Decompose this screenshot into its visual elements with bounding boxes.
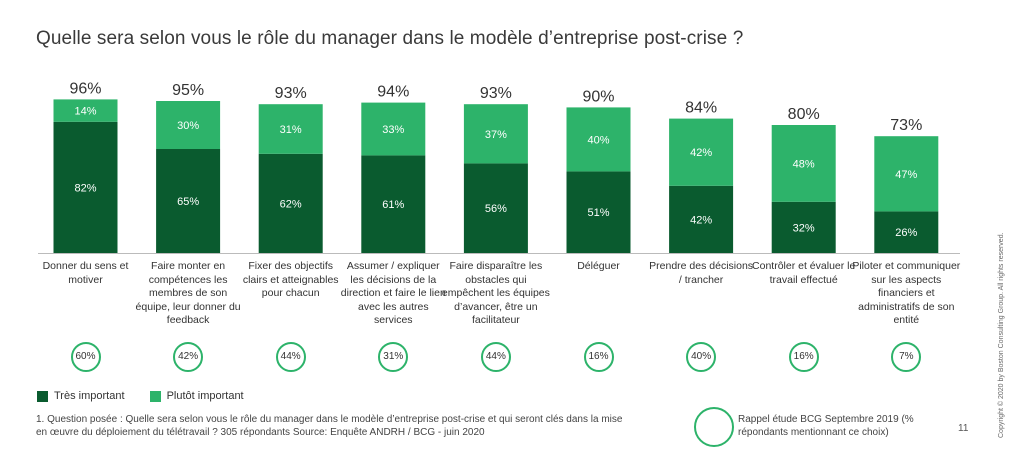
category-label: Assumer / expliquer les décisions de la … xyxy=(340,260,446,326)
legend-label-plutot: Plutôt important xyxy=(166,390,244,402)
data-label-tres: 26% xyxy=(895,227,917,239)
bar-plutot-important xyxy=(156,101,221,149)
chart-title: Quelle sera selon vous le rôle du manage… xyxy=(36,28,744,49)
bar-plutot-important xyxy=(669,118,734,186)
total-label: 95% xyxy=(172,82,204,99)
bar-plutot-important xyxy=(53,99,118,122)
recall-value-circle: 44% xyxy=(480,342,511,372)
data-label-plutot: 47% xyxy=(895,169,917,181)
total-label: 90% xyxy=(582,88,614,105)
category-label: Piloter et communiquer sur les aspects f… xyxy=(852,260,961,326)
legend-item-plutot: Plutôt important xyxy=(149,390,244,402)
data-label-plutot: 48% xyxy=(793,158,815,170)
data-label-plutot: 14% xyxy=(74,106,96,118)
legend-swatch-tres xyxy=(37,390,48,402)
bar-plutot-important xyxy=(566,107,631,172)
data-label-tres: 42% xyxy=(690,214,712,226)
bar-plutot-important xyxy=(463,104,528,164)
bar-tres-important xyxy=(874,211,939,253)
bar-plutot-important xyxy=(258,104,323,154)
footnote: 1. Question posée : Quelle sera selon vo… xyxy=(36,414,623,438)
data-label-tres: 82% xyxy=(74,182,96,194)
bar-tres-important xyxy=(566,171,631,253)
recall-legend-text: Rappel étude BCG Septembre 2019 (% répon… xyxy=(738,414,914,438)
data-label-plutot: 42% xyxy=(690,147,712,159)
data-label-plutot: 31% xyxy=(280,124,302,136)
total-label: 80% xyxy=(788,106,820,123)
category-label: Faire monter en compétences les membres … xyxy=(135,260,241,326)
category-label: Donner du sens et motiver xyxy=(42,260,129,286)
total-label: 94% xyxy=(377,84,409,101)
recall-value-circle: 7% xyxy=(891,342,922,372)
recall-value-circle: 31% xyxy=(378,342,409,372)
data-label-plutot: 37% xyxy=(485,129,507,141)
bar-tres-important xyxy=(771,201,836,253)
bar-tres-important xyxy=(258,153,323,253)
legend-label-tres: Très important xyxy=(54,390,125,402)
recall-value-circle: 44% xyxy=(275,342,306,372)
total-label: 73% xyxy=(890,117,922,134)
total-label: 93% xyxy=(275,85,307,102)
bar-tres-important xyxy=(156,149,221,253)
data-label-tres: 65% xyxy=(177,196,199,208)
bar-plutot-important xyxy=(874,136,939,212)
category-label: Prendre des décisions / trancher xyxy=(649,260,754,286)
data-label-tres: 62% xyxy=(280,198,302,210)
legend-swatch-plutot xyxy=(149,390,161,402)
recall-legend-circle xyxy=(694,407,734,447)
bar-tres-important xyxy=(53,121,118,253)
data-label-tres: 61% xyxy=(382,199,404,211)
data-label-plutot: 30% xyxy=(177,120,199,132)
data-label-plutot: 40% xyxy=(587,134,609,146)
bar-tres-important xyxy=(361,155,426,253)
legend: Très important Plutôt important xyxy=(37,390,266,405)
data-label-tres: 32% xyxy=(793,222,815,234)
category-label: Contrôler et évaluer le travail effectué xyxy=(752,260,856,286)
total-label: 84% xyxy=(685,100,717,117)
recall-value-circle: 40% xyxy=(686,342,717,372)
total-label: 93% xyxy=(480,85,512,102)
data-label-tres: 56% xyxy=(485,203,507,215)
bar-tres-important xyxy=(669,185,734,253)
category-label: Déléguer xyxy=(577,260,620,272)
recall-value-circle: 16% xyxy=(788,342,819,372)
recall-value-circle: 16% xyxy=(583,342,614,372)
recall-value-circle: 60% xyxy=(70,342,101,372)
copyright: Copyright © 2020 by Boston Consulting Gr… xyxy=(998,232,1005,438)
data-label-tres: 51% xyxy=(587,207,609,219)
recall-value-circle: 42% xyxy=(173,342,204,372)
bar-tres-important xyxy=(463,163,528,253)
data-label-plutot: 33% xyxy=(382,124,404,136)
page-number: 11 xyxy=(958,423,969,434)
total-label: 96% xyxy=(69,80,101,97)
category-label: Faire disparaître les obstacles qui empê… xyxy=(441,260,550,326)
category-label: Fixer des objectifs clairs et atteignabl… xyxy=(242,260,339,299)
bar-plutot-important xyxy=(771,125,836,202)
legend-item-tres: Très important xyxy=(37,390,125,402)
bar-plutot-important xyxy=(361,102,426,156)
